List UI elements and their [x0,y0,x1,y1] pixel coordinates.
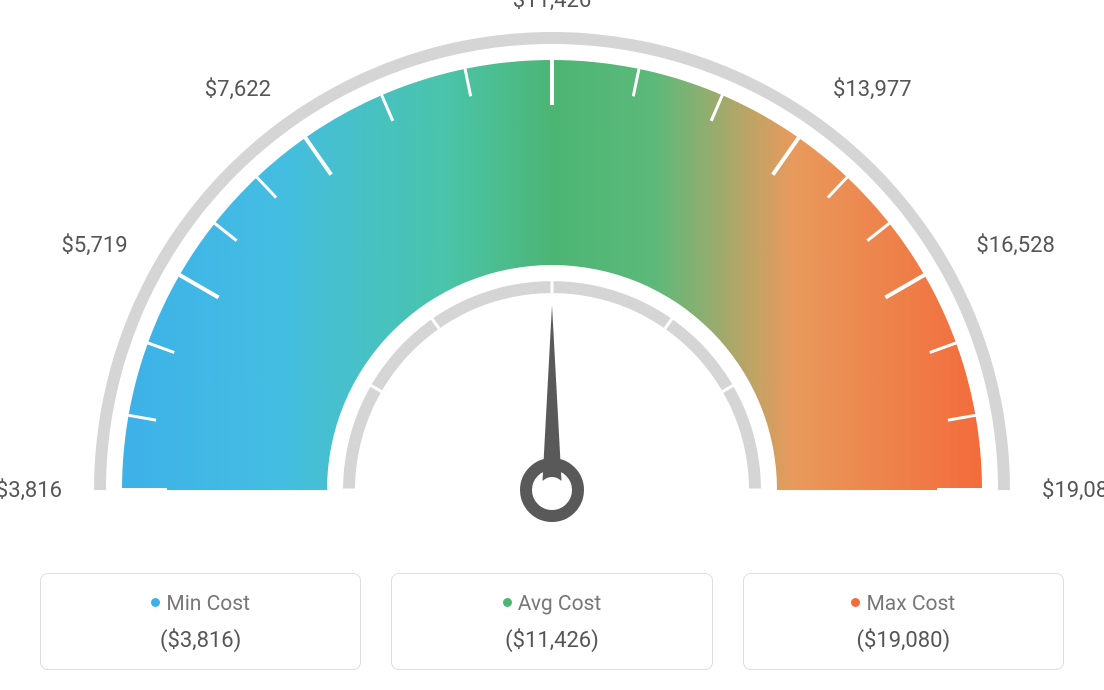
scale-label: $11,426 [513,0,592,13]
legend-title-max: Max Cost [754,592,1053,616]
legend-card-avg: Avg Cost ($11,426) [391,573,712,670]
cost-gauge-chart: $3,816 $5,719 $7,622 $11,426 $13,977 $16,528 $… [0,0,1104,690]
scale-label: $5,719 [62,233,128,258]
legend-dot-avg [503,598,512,607]
legend-title-min-text: Min Cost [166,592,250,616]
legend-value-max: ($19,080) [754,628,1053,653]
gauge-area: $3,816 $5,719 $7,622 $11,426 $13,977 $16,528 $… [0,0,1104,540]
legend-title-avg-text: Avg Cost [518,592,602,616]
legend-title-max-text: Max Cost [866,592,955,616]
gauge-svg [0,0,1104,540]
scale-label: $19,080 [1042,478,1104,503]
scale-label: $16,528 [976,233,1055,258]
scale-label: $7,622 [205,77,271,102]
legend-card-max: Max Cost ($19,080) [743,573,1064,670]
legend-value-min: ($3,816) [51,628,350,653]
legend-title-avg: Avg Cost [402,592,701,616]
scale-label: $3,816 [0,478,62,503]
legend-value-avg: ($11,426) [402,628,701,653]
legend-dot-max [851,598,860,607]
legend-dot-min [151,598,160,607]
legend-card-min: Min Cost ($3,816) [40,573,361,670]
legend-title-min: Min Cost [51,592,350,616]
legend-row: Min Cost ($3,816) Avg Cost ($11,426) Max… [40,573,1064,670]
scale-label: $13,977 [833,77,912,102]
